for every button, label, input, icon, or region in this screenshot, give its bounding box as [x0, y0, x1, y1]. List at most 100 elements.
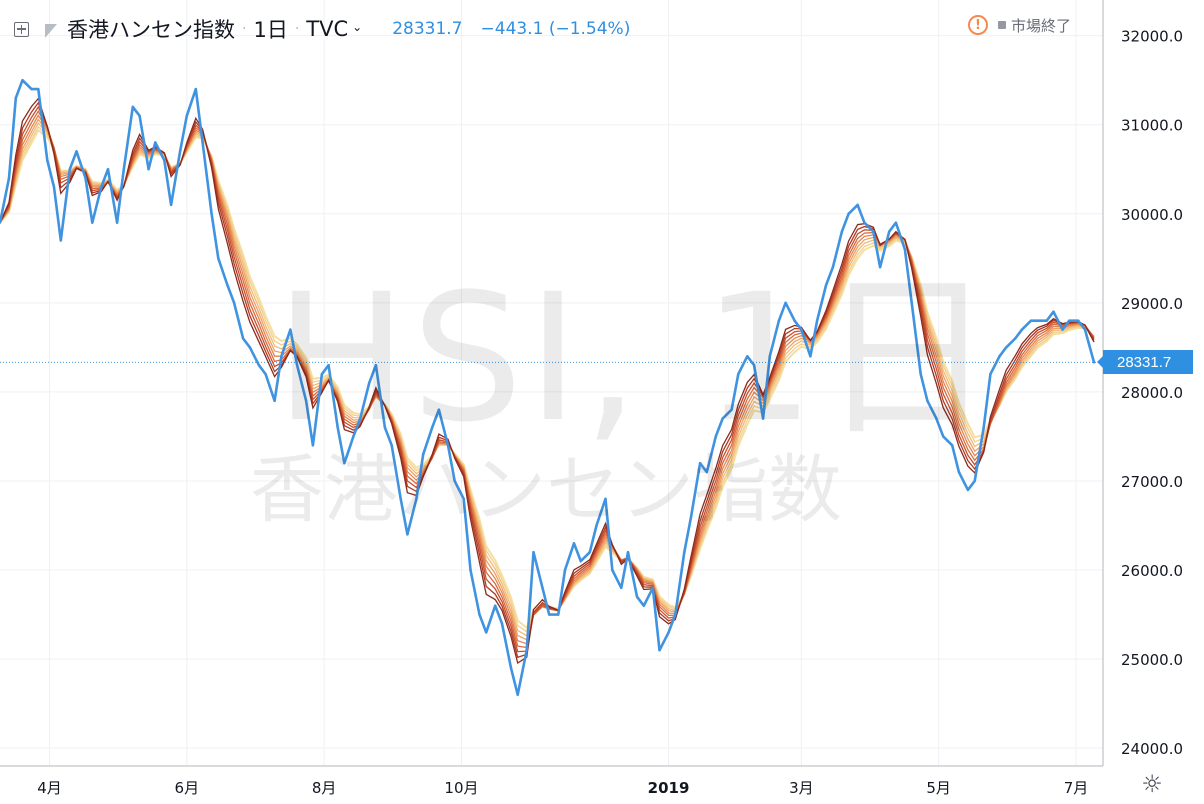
status-dot-icon — [998, 21, 1006, 29]
time-axis[interactable]: 4月 6月 8月 10月 2019 3月 5月 7月 — [0, 765, 1103, 797]
price-point — [500, 622, 504, 625]
y-tick-label: 32000.0 — [1121, 28, 1183, 46]
price-point — [982, 426, 985, 429]
price-point — [1052, 310, 1055, 313]
price-point — [872, 230, 875, 233]
price-point — [548, 613, 551, 616]
price-point — [683, 551, 686, 554]
price-point — [809, 355, 812, 358]
price-point — [0, 221, 2, 224]
price-point — [131, 105, 135, 109]
legend-separator: · — [242, 21, 247, 37]
y-tick-label: 25000.0 — [1121, 651, 1183, 669]
market-status-text: 市場終了 — [1011, 16, 1072, 35]
price-point — [446, 444, 450, 447]
price-axis[interactable]: 32000.0 31000.0 30000.0 29000.0 28000.0 27000… — [1102, 0, 1183, 766]
price-point — [563, 568, 567, 572]
price-point — [658, 649, 661, 652]
price-point — [327, 363, 330, 367]
price-point — [336, 426, 339, 429]
price-point — [241, 337, 245, 340]
price-point — [367, 381, 371, 385]
price-point — [494, 604, 497, 607]
price-point — [273, 399, 276, 403]
price-point — [705, 470, 709, 474]
price-point — [169, 203, 173, 207]
x-tick-label: 8月 — [312, 779, 337, 797]
price-point — [1045, 319, 1048, 322]
price-point — [59, 239, 62, 242]
price-point — [950, 444, 954, 447]
price-point — [374, 363, 378, 367]
y-tick-label: 24000.0 — [1121, 740, 1183, 758]
price-point — [784, 301, 787, 305]
price-point — [604, 497, 607, 500]
price-point — [1083, 328, 1087, 331]
price-series — [0, 78, 1103, 696]
price-point — [1014, 337, 1017, 340]
price-point — [541, 586, 544, 590]
x-tick-label: 4月 — [37, 779, 62, 797]
chevron-down-icon[interactable]: ⌄ — [352, 20, 363, 34]
price-change: −443.1 (−1.54%) — [480, 19, 631, 39]
series-legend: 香港ハンセン指数 · 1日 · TVC ⌄ 28331.7 −443.1 (−1… — [14, 14, 648, 44]
price-point — [714, 435, 718, 438]
price-point — [106, 168, 110, 171]
price-point — [1077, 319, 1080, 322]
gear-icon[interactable]: ☼ — [1141, 770, 1163, 798]
market-status[interactable]: ! 市場終了 — [968, 13, 1071, 37]
price-point — [147, 168, 150, 171]
price-point — [46, 159, 49, 162]
price-point — [201, 141, 204, 144]
price-point — [194, 87, 198, 91]
price-point — [1029, 319, 1033, 322]
price-point — [737, 372, 740, 376]
price-point — [91, 221, 94, 224]
interval-label[interactable]: 1日 — [253, 18, 288, 42]
price-point — [1068, 319, 1071, 322]
price-point — [793, 319, 796, 322]
price-point — [7, 176, 11, 180]
price-point — [752, 363, 756, 367]
price-point — [1092, 361, 1096, 364]
exchange-label[interactable]: TVC — [306, 17, 349, 41]
watermark-symbol: HSI, 1日 — [275, 256, 999, 461]
price-point — [75, 150, 78, 153]
price-point — [437, 408, 441, 411]
exclamation-circle-icon[interactable]: ! — [968, 15, 988, 35]
price-point — [910, 301, 913, 305]
x-tick-label: 2019 — [648, 779, 690, 797]
last-price-tag: 28331.7 — [1097, 350, 1193, 375]
price-point — [84, 176, 87, 180]
price-point — [831, 266, 835, 269]
price-point — [651, 586, 654, 590]
x-tick-label: 10月 — [444, 779, 478, 797]
price-point — [926, 399, 929, 403]
price-point — [674, 613, 677, 616]
price-point — [185, 114, 189, 117]
y-tick-label: 31000.0 — [1121, 117, 1183, 135]
flag-icon[interactable] — [45, 24, 57, 38]
price-point — [406, 533, 409, 536]
price-point — [383, 426, 387, 429]
price-point — [1020, 328, 1024, 331]
y-tick-label: 27000.0 — [1121, 473, 1183, 491]
price-point — [620, 586, 623, 590]
price-point — [415, 497, 418, 500]
price-point — [210, 212, 213, 215]
price-point — [894, 221, 898, 224]
y-tick-label: 26000.0 — [1121, 562, 1183, 580]
price-point — [248, 346, 252, 349]
price-point — [509, 666, 513, 670]
plus-square-icon[interactable] — [14, 21, 29, 37]
symbol-description[interactable]: 香港ハンセン指数 — [67, 18, 235, 42]
price-point — [626, 551, 630, 554]
price-point — [847, 212, 850, 215]
price-point — [421, 453, 425, 456]
price-point — [399, 497, 402, 500]
price-point — [957, 470, 961, 474]
price-point — [667, 631, 670, 634]
price-point — [304, 399, 308, 403]
price-point — [100, 185, 103, 189]
